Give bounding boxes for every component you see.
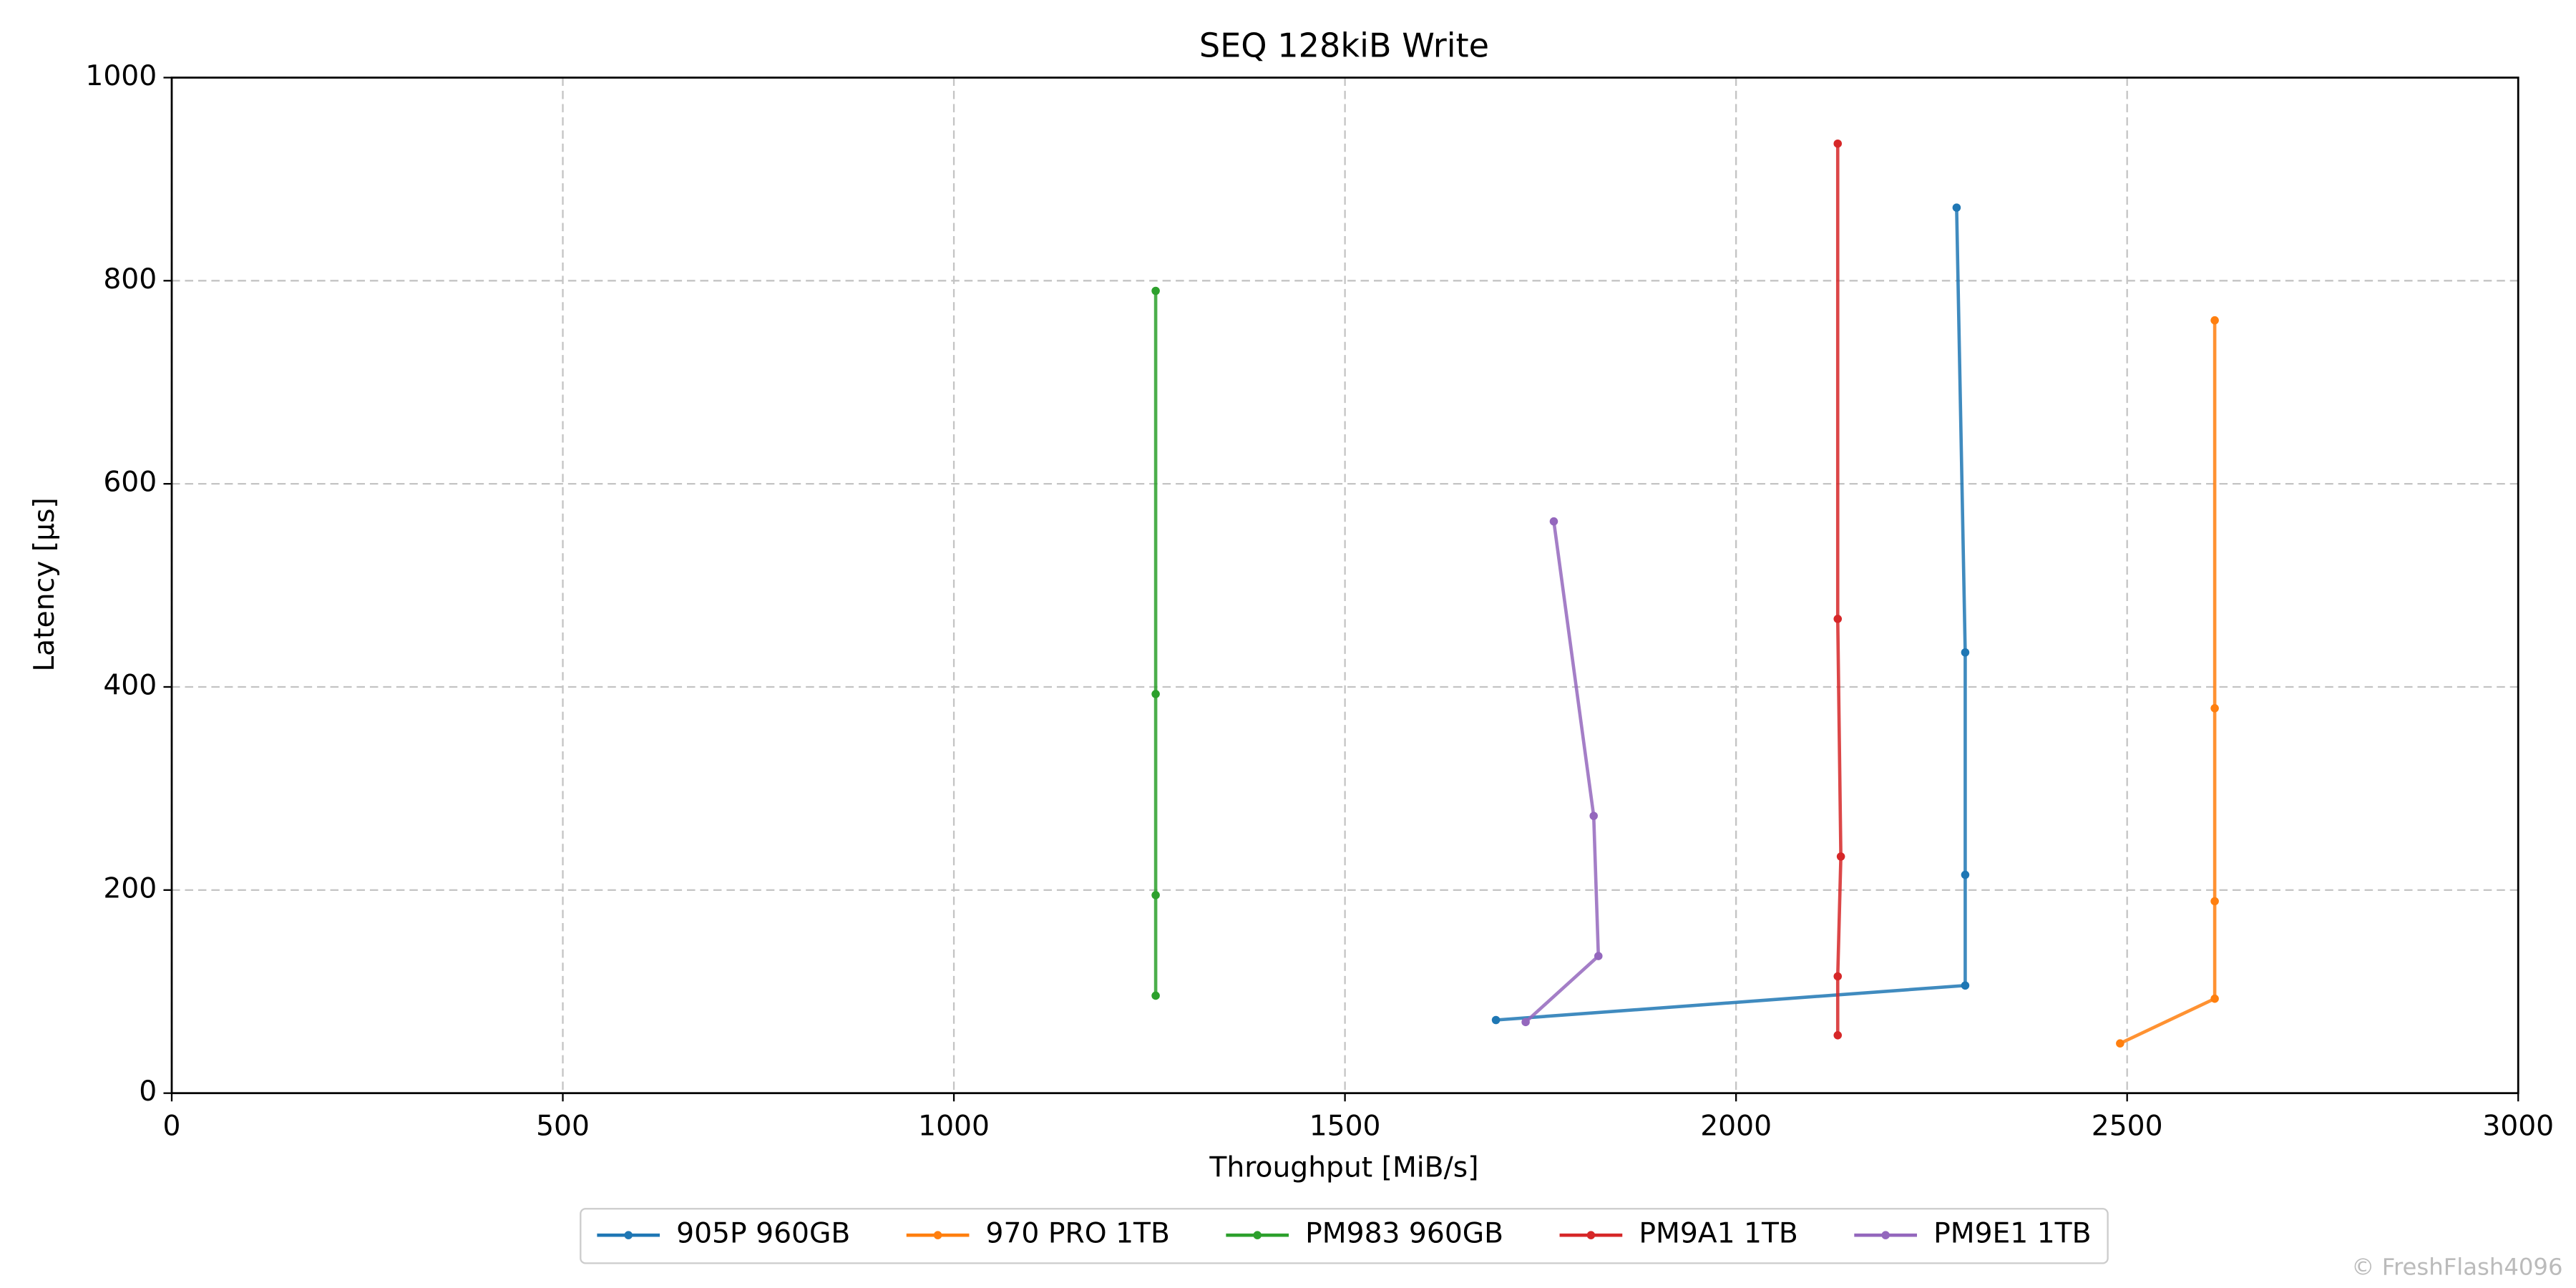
data-point	[1589, 811, 1598, 821]
x-tick-label: 1000	[918, 1111, 990, 1143]
y-axis-label: Latency [µs]	[29, 497, 61, 671]
legend-marker	[624, 1231, 633, 1239]
data-point	[1151, 286, 1160, 296]
data-point	[2210, 994, 2219, 1003]
legend-marker	[1586, 1231, 1596, 1239]
y-tick-label: 400	[103, 670, 157, 702]
data-point	[2210, 897, 2219, 906]
data-point	[1521, 1018, 1530, 1027]
y-tick-label: 200	[103, 872, 157, 904]
watermark: © FreshFlash4096	[2351, 1253, 2562, 1280]
data-point	[1836, 852, 1845, 861]
series-line	[1524, 521, 1601, 1024]
y-tick-label: 0	[139, 1075, 157, 1108]
data-point	[1151, 690, 1160, 698]
data-point	[2116, 1039, 2124, 1048]
data-point	[1961, 870, 1970, 879]
x-tick-label: 1500	[1309, 1111, 1381, 1143]
legend-marker	[1881, 1231, 1890, 1239]
data-point	[1833, 1031, 1843, 1040]
x-tick-label: 500	[536, 1111, 590, 1143]
y-tick-label: 1000	[85, 60, 157, 92]
y-tick-label: 600	[103, 467, 157, 499]
y-tick-label: 800	[103, 263, 157, 296]
data-point	[1961, 648, 1970, 657]
legend-label: 970 PRO 1TB	[986, 1218, 1170, 1250]
data-point	[1151, 991, 1160, 1000]
data-point	[1549, 517, 1558, 526]
legend-marker	[1253, 1231, 1262, 1239]
data-point	[2210, 704, 2219, 713]
data-point	[1491, 1015, 1501, 1025]
x-tick-label: 0	[163, 1111, 181, 1143]
data-point	[1833, 615, 1843, 623]
data-point	[1594, 952, 1603, 960]
x-tick-label: 3000	[2482, 1111, 2554, 1143]
legend-label: 905P 960GB	[676, 1218, 850, 1250]
x-tick-label: 2000	[1700, 1111, 1772, 1143]
legend-marker	[933, 1231, 942, 1239]
data-point	[2210, 316, 2219, 325]
data-point	[1833, 139, 1843, 148]
x-tick-label: 2500	[2092, 1111, 2163, 1143]
legend-box	[580, 1208, 2109, 1264]
legend: 905P 960GB 970 PRO 1TB PM983 960GB PM9A1 1T…	[580, 1208, 2109, 1264]
legend-label: PM983 960GB	[1305, 1218, 1503, 1250]
legend-label: PM9A1 1TB	[1639, 1218, 1798, 1250]
series-line	[1835, 143, 1843, 1035]
chart-title: SEQ 128kiB Write	[1199, 26, 1489, 64]
plot-frame	[170, 77, 2519, 1095]
data-point	[1961, 981, 1970, 990]
data-point	[1833, 972, 1843, 981]
series-line	[2119, 320, 2217, 1045]
data-point	[1151, 891, 1160, 899]
legend-label: PM9E1 1TB	[1933, 1218, 2091, 1250]
x-axis-label: Throughput [MiB/s]	[1209, 1151, 1478, 1184]
data-point	[1952, 203, 1961, 212]
